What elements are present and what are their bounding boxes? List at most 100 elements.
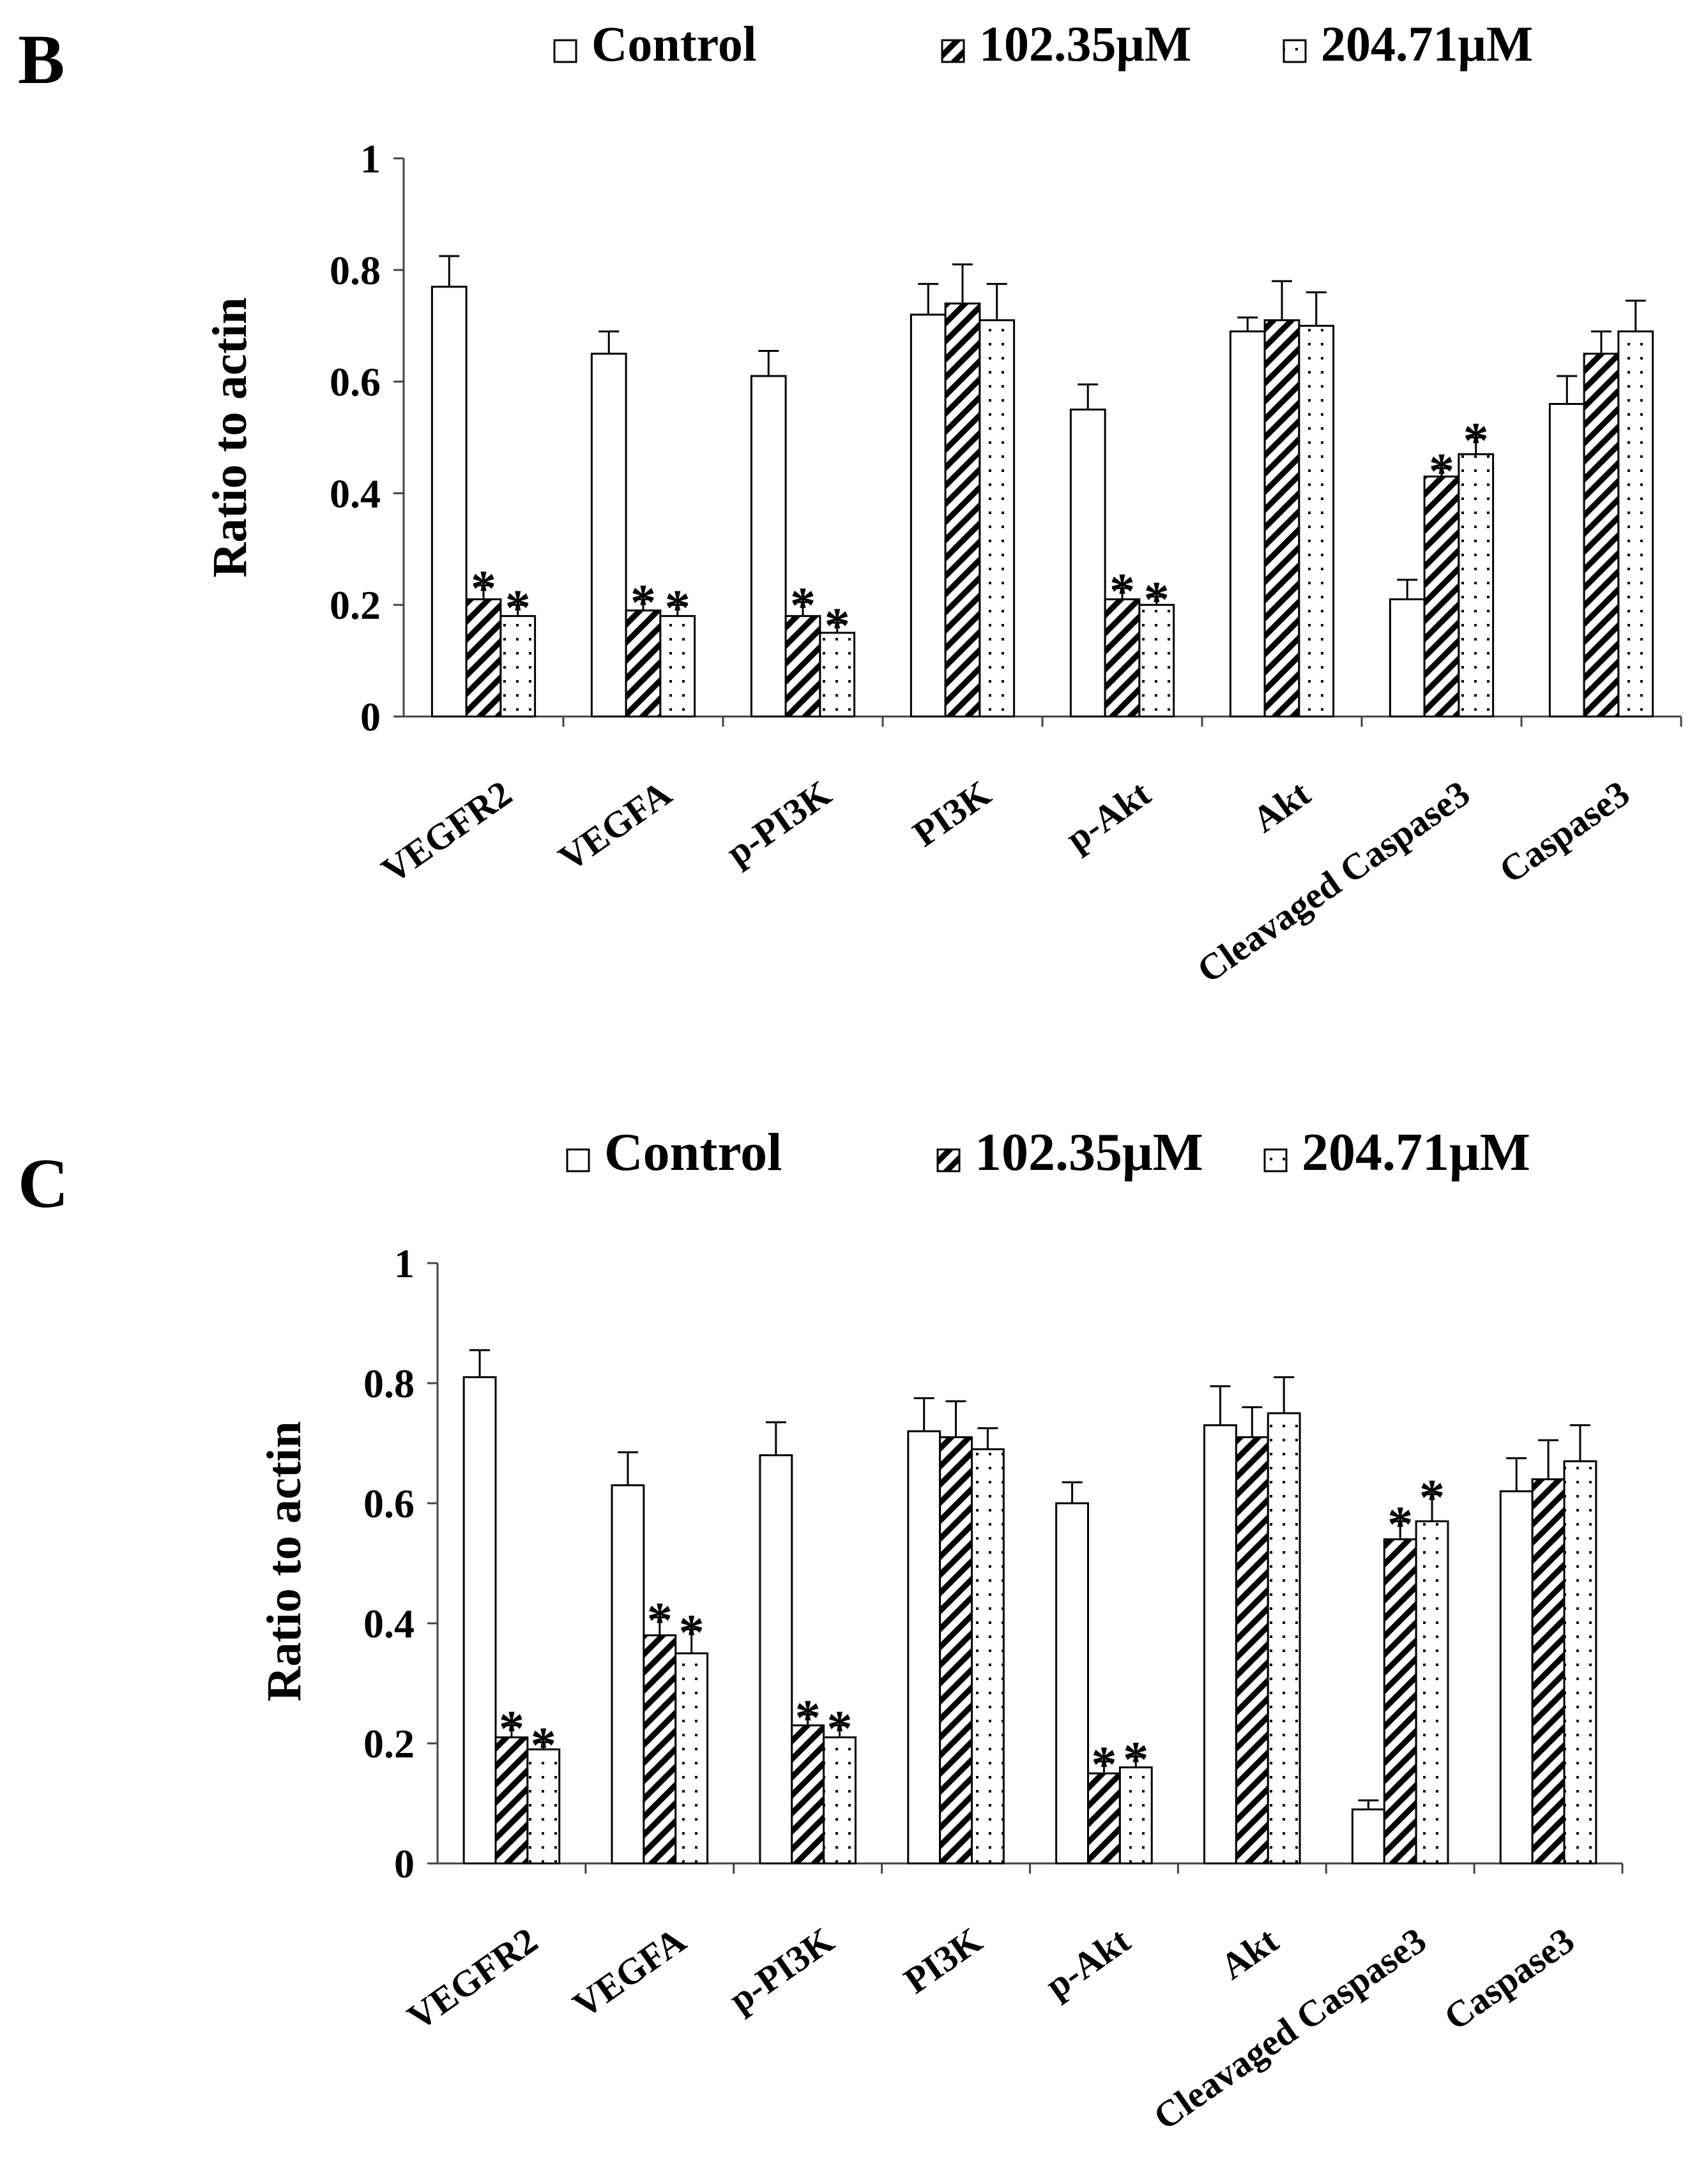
bar (1267, 1412, 1301, 1865)
significance-asterisk: * (1123, 1733, 1148, 1789)
y-tick-label: 0.4 (330, 471, 381, 516)
legend-label: 204.71μM (1302, 1123, 1530, 1182)
significance-asterisk: * (499, 1701, 524, 1757)
bar (1235, 1436, 1269, 1865)
significance-asterisk: * (647, 1593, 673, 1649)
significance-asterisk: * (795, 1690, 821, 1747)
significance-asterisk: * (531, 1718, 556, 1774)
x-category-label: VEGFA (551, 772, 679, 879)
bar (944, 302, 981, 718)
significance-asterisk: * (1144, 572, 1169, 628)
significance-asterisk: * (505, 580, 531, 637)
bar (939, 1436, 973, 1865)
bar (674, 1652, 709, 1865)
y-tick-label: 0.6 (363, 1481, 415, 1526)
bar (1583, 353, 1620, 718)
legend-label: 102.35μM (975, 1123, 1203, 1182)
y-axis-title: Ratio to actin (203, 297, 257, 577)
bar (1548, 403, 1585, 718)
y-tick-label: 0.8 (330, 248, 381, 293)
bar (465, 598, 502, 718)
x-category-label: Akt (1245, 772, 1318, 840)
bar (1055, 1502, 1090, 1865)
panel-letter: C (18, 1144, 68, 1222)
bar (1383, 1538, 1417, 1865)
significance-asterisk: * (1387, 1497, 1413, 1553)
bar (1069, 408, 1106, 718)
x-category-label: VEGFR2 (374, 772, 519, 891)
bar (1203, 1424, 1237, 1865)
y-tick-label: 0.8 (363, 1361, 415, 1406)
legend-label: 204.71μM (1321, 16, 1533, 72)
legend-swatch-dots (1263, 1148, 1288, 1172)
x-category-label: PI3K (905, 772, 998, 854)
x-category-label: Caspase3 (1436, 1919, 1581, 2038)
bar (1351, 1808, 1385, 1865)
x-category-label: p-Akt (1058, 772, 1159, 860)
x-category-label: PI3K (896, 1919, 989, 2001)
bar (1499, 1490, 1534, 1865)
bar (1617, 330, 1654, 718)
legend-swatch-dots (1283, 39, 1307, 63)
x-category-label: p-Akt (1038, 1919, 1138, 2006)
significance-asterisk: * (825, 598, 850, 655)
bar (1298, 324, 1335, 718)
x-category-label: VEGFR2 (400, 1919, 545, 2038)
bar (430, 285, 468, 718)
legend-swatch-hatch (941, 39, 965, 63)
y-tick-label: 0.6 (330, 360, 381, 405)
y-axis-title: Ratio to actin (257, 1421, 311, 1701)
y-tick-label: 1 (394, 1241, 415, 1286)
y-tick-label: 0.2 (330, 582, 381, 628)
bar (1104, 598, 1141, 718)
bar (1415, 1520, 1449, 1865)
significance-asterisk: * (1463, 413, 1489, 469)
significance-asterisk: * (1109, 564, 1135, 620)
bar (1563, 1460, 1597, 1865)
bar (907, 1430, 941, 1865)
bar (1229, 330, 1266, 718)
x-category-label: Caspase3 (1491, 772, 1636, 891)
bar (759, 1454, 793, 1865)
legend-swatch-white (553, 39, 577, 63)
panel-letter: B (18, 20, 65, 98)
y-tick-label: 0 (394, 1841, 415, 1886)
y-tick-label: 0 (360, 694, 381, 739)
x-category-label: p-PI3K (719, 772, 839, 874)
panel-b: B Control 102.35μM 204.71μM 0 0.2 0.4 0.6 0.8 1 Ra… (18, 16, 1682, 991)
significance-asterisk: * (1429, 444, 1454, 500)
significance-asterisk: * (1419, 1470, 1445, 1526)
significance-asterisk: * (630, 575, 656, 631)
bar (1263, 319, 1300, 718)
significance-asterisk: * (679, 1605, 705, 1661)
x-category-label: VEGFA (565, 1919, 693, 2026)
significance-asterisk: * (790, 578, 816, 634)
legend-swatch-hatch (936, 1148, 961, 1172)
legend-label: Control (604, 1123, 782, 1182)
bar (910, 314, 947, 718)
bar (1423, 475, 1460, 718)
bar (970, 1448, 1005, 1865)
bar (590, 353, 627, 718)
significance-asterisk: * (827, 1701, 853, 1757)
bar (659, 615, 696, 718)
panel-c: C Control 102.35μM 204.71μM 0 0.2 0.4 0.6 0.8 1 Ra… (18, 1123, 1624, 2138)
x-category-label: Cleavaged Caspase3 (1146, 1919, 1433, 2137)
y-tick-label: 0.2 (363, 1721, 415, 1766)
y-tick-label: 1 (360, 136, 381, 181)
bar (979, 319, 1016, 718)
y-tick-label: 0.4 (363, 1601, 415, 1646)
legend-label: Control (591, 16, 757, 72)
bar (1138, 603, 1175, 718)
bar (750, 375, 787, 718)
legend-swatch-white (566, 1148, 590, 1172)
x-category-label: Akt (1213, 1919, 1286, 1987)
bar (1531, 1478, 1566, 1865)
legend-label: 102.35μM (979, 16, 1191, 72)
bar (791, 1724, 825, 1865)
bar (526, 1748, 561, 1865)
bar (462, 1376, 497, 1865)
significance-asterisk: * (1091, 1737, 1116, 1793)
x-category-label: p-PI3K (721, 1919, 841, 2021)
